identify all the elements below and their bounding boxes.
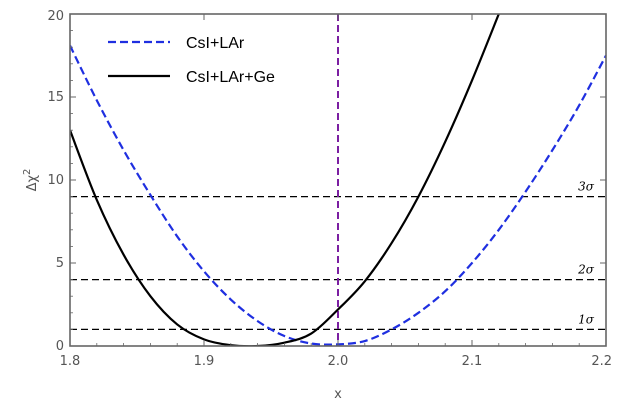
x-tick-label: 2.1 bbox=[462, 354, 483, 369]
y-tick-label: 5 bbox=[56, 256, 64, 271]
sigma-label-3: 3σ bbox=[578, 180, 595, 194]
y-axis-label-superscript: 2 bbox=[22, 169, 33, 175]
sigma-label-2: 2σ bbox=[577, 263, 595, 277]
x-tick-label: 2.2 bbox=[591, 354, 612, 369]
y-axis-label-main: Δχ bbox=[25, 174, 40, 191]
x-tick-label: 1.9 bbox=[194, 354, 215, 369]
y-tick-label: 15 bbox=[47, 90, 64, 105]
y-tick-label: 10 bbox=[47, 173, 64, 188]
legend-label-1: CsI+LAr bbox=[186, 35, 245, 52]
axis-ticks: 1.8 1.9 2.0 2.1 2.2 0 5 10 15 20 bbox=[47, 9, 612, 369]
legend: CsI+LAr CsI+LAr+Ge bbox=[108, 35, 275, 86]
y-tick-label: 20 bbox=[47, 9, 64, 24]
legend-label-2: CsI+LAr+Ge bbox=[186, 69, 275, 86]
sigma-label-1: 1σ bbox=[578, 312, 595, 326]
y-tick-label: 0 bbox=[56, 339, 64, 354]
series-line-2 bbox=[70, 14, 500, 346]
x-axis-label: x bbox=[334, 387, 342, 402]
y-axis-label: Δχ2 bbox=[22, 169, 40, 192]
x-tick-label: 2.0 bbox=[328, 354, 349, 369]
plot-content: 1σ 2σ 3σ bbox=[70, 14, 606, 346]
x-tick-label: 1.8 bbox=[60, 354, 81, 369]
